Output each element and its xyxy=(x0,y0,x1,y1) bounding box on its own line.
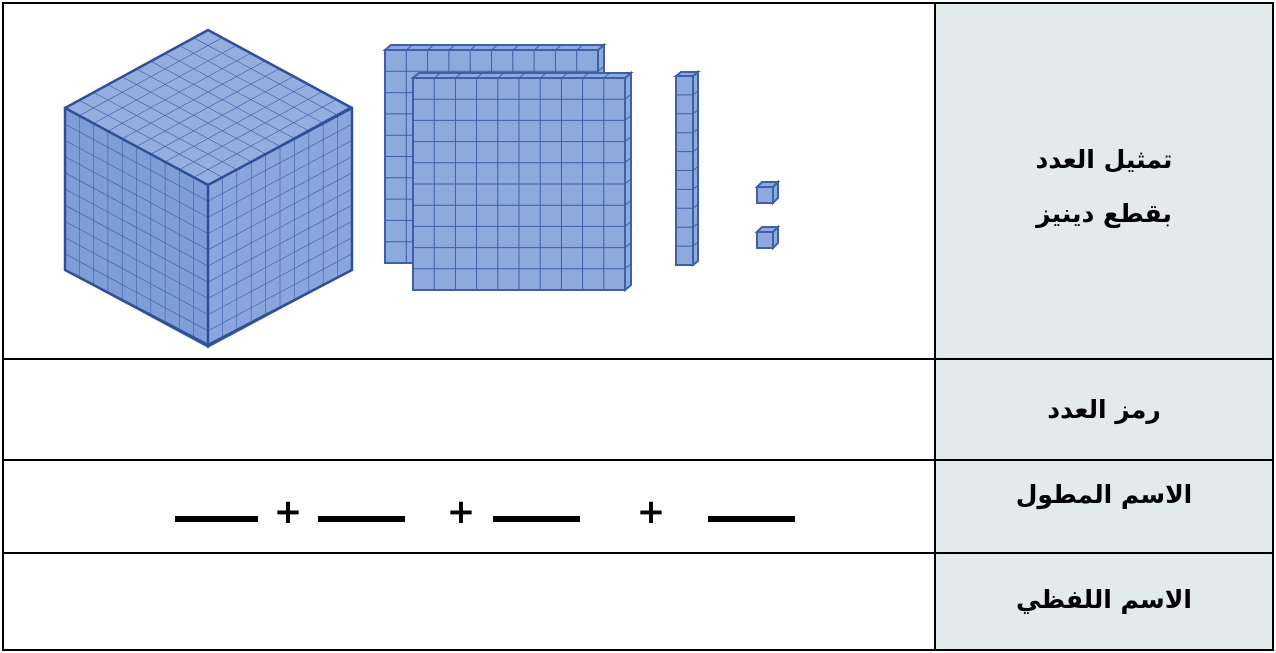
plus-sign: + xyxy=(274,492,303,532)
block-grid xyxy=(122,60,266,140)
block-grid xyxy=(207,188,353,267)
block-grid xyxy=(64,140,209,218)
block-grid xyxy=(150,75,294,155)
block-grid xyxy=(207,156,353,234)
block-grid xyxy=(207,204,353,283)
block-grid xyxy=(64,123,209,202)
block-grid xyxy=(64,204,209,283)
block-grid xyxy=(179,91,323,170)
block-grid xyxy=(207,221,353,299)
row-label: الاسم اللفظي xyxy=(1016,585,1192,614)
block-grid xyxy=(93,45,237,124)
block-grid xyxy=(207,237,353,315)
row-label: تمثيل العدد xyxy=(1036,145,1173,174)
block-grid xyxy=(64,221,209,299)
row-label: رمز العدد xyxy=(1047,395,1160,425)
dienes-blocks xyxy=(63,28,781,349)
block-grid xyxy=(164,83,309,163)
label-column xyxy=(935,3,1273,650)
block-grid xyxy=(107,52,252,132)
block-grid xyxy=(64,188,209,267)
block-grid xyxy=(207,140,353,218)
plus-sign: + xyxy=(637,492,666,532)
block-grid xyxy=(207,172,353,251)
row-label: بقطع دينيز xyxy=(1034,199,1172,229)
block-face xyxy=(756,186,774,204)
block-grid xyxy=(207,123,353,202)
block-grid xyxy=(64,156,209,234)
row-label: الاسم المطول xyxy=(1016,480,1193,510)
cube-edges xyxy=(63,28,354,347)
block-grid xyxy=(136,68,280,147)
block-grid xyxy=(64,237,209,315)
block-grid xyxy=(207,253,353,332)
plus-sign: + xyxy=(447,492,476,532)
block-face xyxy=(756,231,774,249)
block-grid xyxy=(193,99,337,178)
block-grid xyxy=(64,172,209,251)
block-grid xyxy=(64,253,209,332)
block-grid xyxy=(79,37,223,116)
